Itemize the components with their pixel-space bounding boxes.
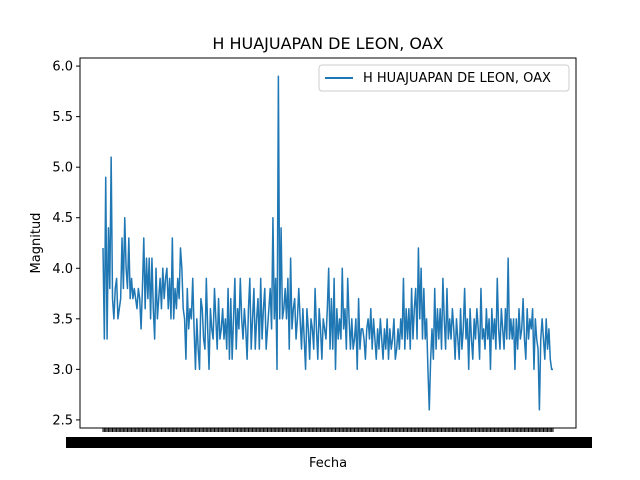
- y-tick-label: 2.5: [52, 413, 73, 428]
- legend-box: [318, 64, 570, 92]
- series-line: [102, 75, 553, 411]
- chart-title: H HUAJUAPAN DE LEON, OAX: [212, 34, 443, 53]
- y-tick-label: 4.0: [52, 262, 73, 277]
- x-axis-ticks: [66, 428, 592, 448]
- plot-area-frame: [79, 57, 577, 429]
- y-tick-label: 3.0: [52, 363, 73, 378]
- y-axis-ticks: 2.5 3.0 3.5 4.0 4.5 5.0 5.5 6.0: [52, 60, 80, 428]
- series-layer: [102, 75, 553, 411]
- legend: H HUAJUAPAN DE LEON, OAX: [318, 64, 570, 92]
- y-tick-label: 5.0: [52, 161, 73, 176]
- y-tick-label: 6.0: [52, 60, 73, 75]
- legend-label: H HUAJUAPAN DE LEON, OAX: [363, 71, 551, 86]
- y-tick-label: 4.5: [52, 211, 73, 226]
- y-axis-label: Magnitud: [29, 213, 44, 274]
- y-tick-label: 3.5: [52, 312, 73, 327]
- y-tick-label: 5.5: [52, 110, 73, 125]
- x-tick-labels-overlap: [66, 437, 592, 448]
- x-axis-label: Fecha: [309, 456, 347, 471]
